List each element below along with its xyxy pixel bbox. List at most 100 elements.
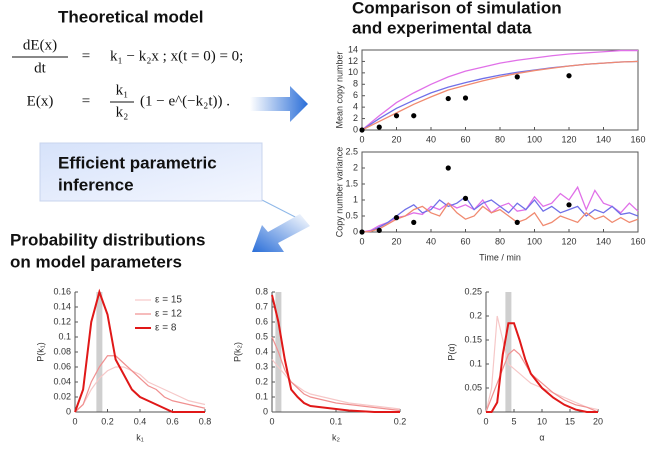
- series-line: [74, 366, 206, 413]
- x-tick-label: 100: [527, 236, 542, 246]
- y-tick-label: 0.5: [255, 331, 268, 341]
- y-axis-label: P(k₂): [232, 342, 242, 362]
- x-tick-label: 120: [561, 236, 576, 246]
- x-axis-label: Time / min: [479, 252, 521, 262]
- y-tick-label: 0.05: [464, 382, 482, 392]
- data-point: [566, 73, 572, 79]
- x-tick-label: 5: [511, 416, 516, 426]
- data-point: [462, 95, 469, 101]
- inference-box: [39, 142, 263, 202]
- y-tick-label: 10: [348, 67, 358, 77]
- y-tick-label: 12: [348, 56, 358, 66]
- x-tick-label: 0: [269, 416, 274, 426]
- x-tick-label: 0.2: [101, 416, 114, 426]
- x-tick-label: 120: [561, 134, 576, 144]
- heading: Comparison of simulation: [352, 0, 562, 17]
- data-point: [445, 165, 451, 171]
- x-tick-label: 160: [630, 236, 645, 246]
- data-point: [376, 227, 382, 233]
- x-tick-label: 0.4: [134, 416, 147, 426]
- arrow: [252, 214, 310, 252]
- x-tick-label: 60: [460, 134, 470, 144]
- y-axis-label: P(k₁): [35, 342, 45, 362]
- x-tick-label: 20: [391, 134, 401, 144]
- series-line: [361, 49, 638, 131]
- equation-part: =: [82, 48, 90, 64]
- y-tick-label: 0.7: [255, 301, 268, 311]
- arrow: [250, 86, 308, 122]
- equation-part: k₂: [116, 104, 129, 120]
- x-tick-label: 0.6: [166, 416, 179, 426]
- reference-band: [96, 292, 103, 412]
- data-point: [411, 219, 417, 225]
- equation-part: k₁ − k₂x ; x(t = 0) = 0;: [110, 48, 243, 64]
- x-tick-label: 140: [596, 134, 611, 144]
- heading: Theoretical model: [58, 7, 203, 26]
- x-tick-label: 60: [460, 236, 470, 246]
- y-tick-label: 0.6: [255, 316, 268, 326]
- y-tick-label: 0.4: [255, 346, 268, 356]
- y-tick-label: 0.02: [53, 391, 71, 401]
- equation-part: k₁: [116, 82, 129, 98]
- data-point: [514, 74, 520, 80]
- y-tick-label: 0.1: [255, 391, 268, 401]
- reference-band: [505, 292, 512, 412]
- x-tick-label: 0: [72, 416, 77, 426]
- y-tick-label: 14: [348, 44, 358, 54]
- y-tick-label: 0.15: [464, 334, 482, 344]
- series-line: [271, 359, 401, 410]
- y-tick-label: 0.2: [469, 310, 482, 320]
- x-tick-label: 20: [391, 236, 401, 246]
- x-tick-label: 0: [359, 236, 364, 246]
- y-tick-label: 1.5: [345, 178, 358, 188]
- x-axis-label: α: [539, 432, 544, 442]
- data-point: [514, 219, 520, 225]
- y-tick-label: 0.04: [53, 376, 71, 386]
- x-tick-label: 15: [565, 416, 575, 426]
- data-point: [393, 215, 400, 221]
- y-tick-label: 8: [353, 79, 358, 89]
- y-tick-label: 0.25: [464, 286, 482, 296]
- y-tick-label: 0.1: [58, 331, 71, 341]
- y-tick-label: 0.1: [469, 358, 482, 368]
- x-tick-label: 0: [483, 416, 488, 426]
- y-tick-label: 2.5: [345, 146, 358, 156]
- series-line: [74, 288, 205, 413]
- plot-frame: [361, 49, 639, 131]
- data-point: [376, 124, 382, 130]
- x-tick-label: 160: [630, 134, 645, 144]
- x-tick-label: 100: [527, 134, 542, 144]
- y-tick-label: 2: [353, 162, 358, 172]
- legend-label: ε = 12: [155, 309, 182, 320]
- y-tick-label: 0.06: [53, 361, 71, 371]
- x-tick-label: 80: [495, 134, 505, 144]
- y-axis-label: Mean copy number: [334, 51, 344, 128]
- y-tick-label: 4: [353, 102, 358, 112]
- y-tick-label: 0.8: [255, 286, 268, 296]
- y-tick-label: 0.12: [53, 316, 71, 326]
- equation-part: (1 − e^(−k₂t)) .: [140, 93, 230, 109]
- y-axis-label: Copy number variance: [334, 147, 344, 238]
- data-point: [411, 113, 417, 119]
- x-tick-label: 10: [537, 416, 547, 426]
- x-tick-label: 20: [593, 416, 603, 426]
- equation-part: E(x): [27, 93, 54, 109]
- y-tick-label: 0.14: [53, 301, 71, 311]
- heading: on model parameters: [10, 252, 182, 271]
- legend-label: ε = 8: [155, 323, 177, 334]
- y-tick-label: 0.16: [53, 286, 71, 296]
- y-tick-label: 0.3: [255, 361, 268, 371]
- series-line: [361, 195, 639, 233]
- equation-part: dE(x): [23, 37, 57, 53]
- x-tick-label: 0: [359, 134, 364, 144]
- legend-label: ε = 15: [155, 295, 182, 306]
- heading: and experimental data: [352, 18, 532, 37]
- series-line: [485, 315, 599, 413]
- x-axis-label: k₂: [332, 432, 341, 442]
- y-tick-label: 6: [353, 90, 358, 100]
- y-tick-label: 0: [477, 406, 482, 416]
- x-axis-label: k₁: [136, 432, 144, 442]
- x-tick-label: 0.2: [394, 416, 407, 426]
- data-point: [462, 195, 469, 201]
- data-point: [359, 127, 365, 133]
